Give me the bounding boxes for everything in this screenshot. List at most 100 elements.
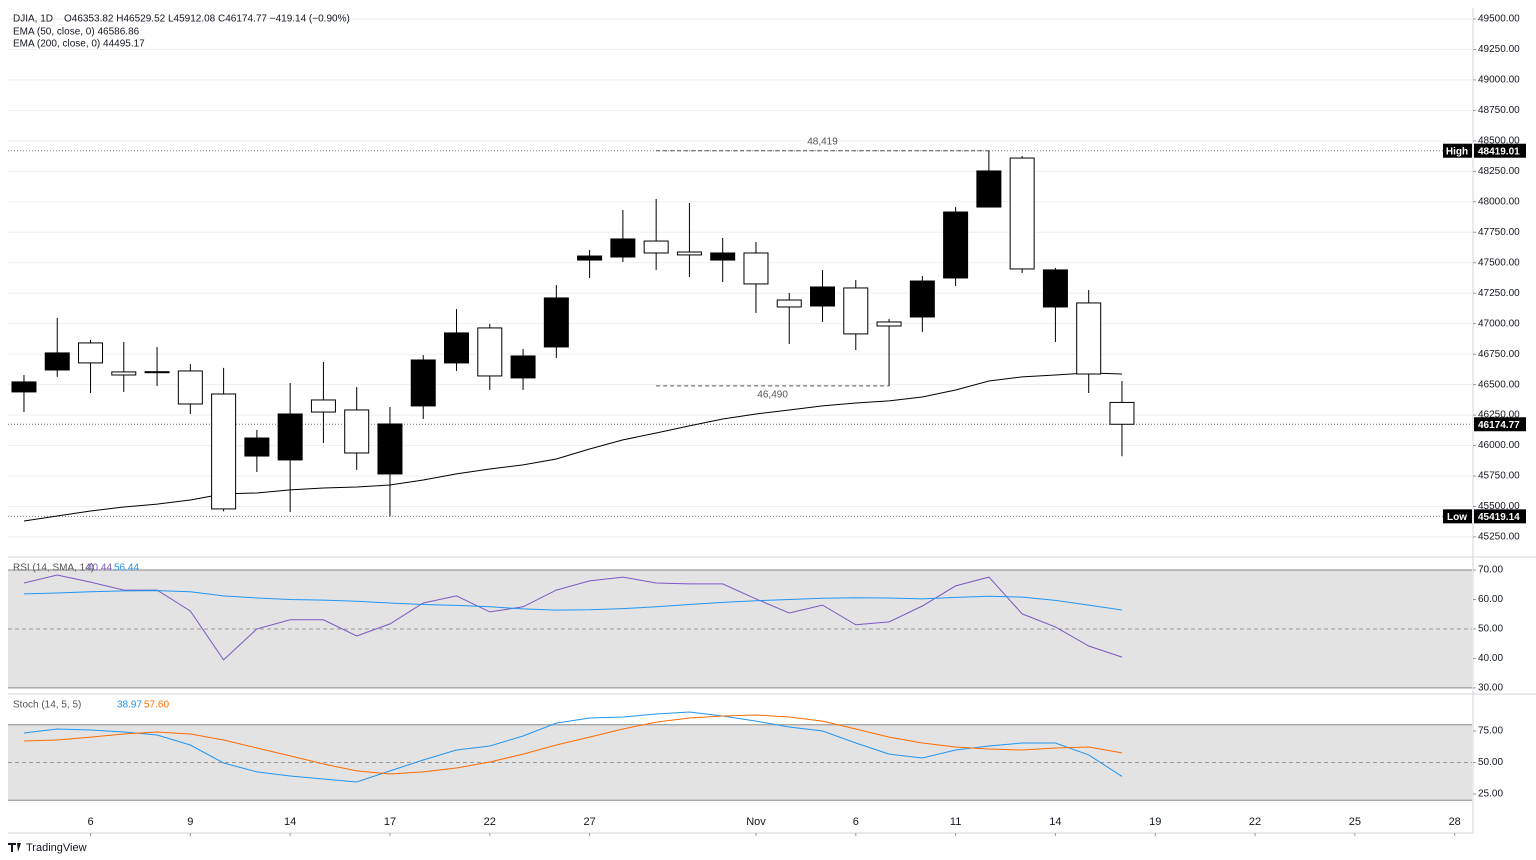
y-tick-label: 49250.00: [1478, 44, 1520, 55]
x-tick-label: 11: [950, 816, 961, 828]
ohlc-text: O46353.82 H46529.52 L45912.08 C46174.77 …: [64, 14, 350, 25]
candle-body: [743, 252, 769, 285]
candle-body: [377, 423, 403, 475]
candle-body: [344, 409, 370, 454]
annotation-label: 48,419: [807, 136, 838, 147]
x-tick-label: Nov: [746, 816, 766, 828]
candle-body: [111, 371, 137, 376]
candle-body: [1009, 157, 1035, 270]
candle-body: [44, 352, 70, 371]
indicator-title: RSI (14, SMA, 14): [13, 563, 94, 574]
indicator-title: Stoch (14, 5, 5): [13, 700, 81, 711]
y-tick-label: 49500.00: [1478, 14, 1520, 25]
x-tick-label: 14: [1049, 816, 1061, 828]
indicator-value: 56.44: [114, 563, 139, 574]
candle-body: [410, 359, 436, 407]
price-badge: [1474, 417, 1526, 432]
indicator-value: 57.60: [144, 700, 169, 711]
x-tick-label: 25: [1349, 816, 1361, 828]
candle-body: [510, 355, 536, 379]
candle-body: [676, 251, 702, 256]
candle-body: [11, 381, 37, 393]
x-tick-label: 17: [384, 816, 396, 828]
badge-tag: [1443, 143, 1472, 158]
candle-body: [810, 286, 836, 307]
y-tick-label: 46000.00: [1478, 440, 1520, 451]
brand-logo: [8, 843, 21, 852]
series-line: [23, 590, 1123, 611]
price-badge-label: 46174.77: [1478, 420, 1520, 431]
series-line: [23, 711, 1123, 783]
y-tick-label: 25.00: [1478, 789, 1503, 800]
price-badge: [1474, 509, 1526, 524]
y-tick-label: 46250.00: [1478, 410, 1520, 421]
y-tick-label: 40.00: [1478, 653, 1503, 664]
symbol-title: DJIA, 1D: [13, 14, 53, 25]
candle-body: [710, 252, 736, 261]
indicator-value: 38.97: [117, 700, 142, 711]
x-tick-label: 19: [1149, 816, 1161, 828]
x-tick-label: 22: [1249, 816, 1261, 828]
y-tick-label: 60.00: [1478, 594, 1503, 605]
x-tick-label: 9: [187, 816, 193, 828]
candle-body: [610, 238, 636, 258]
candle-body: [876, 321, 902, 327]
x-tick-label: 28: [1449, 816, 1461, 828]
candle-body: [277, 413, 303, 461]
y-tick-label: 47750.00: [1478, 227, 1520, 238]
x-tick-label: 6: [853, 816, 859, 828]
indicator-value: 40.44: [87, 563, 112, 574]
price-badge-label: 45419.14: [1478, 512, 1520, 523]
badge-tag-label: High: [1446, 146, 1468, 157]
indicator-legend: EMA (50, close, 0) 46586.86: [13, 27, 140, 38]
price-badge-label: 48419.01: [1478, 146, 1520, 157]
candle-body: [1076, 302, 1102, 375]
y-tick-label: 50.00: [1478, 757, 1503, 768]
y-tick-label: 48500.00: [1478, 135, 1520, 146]
brand: TradingView: [26, 842, 87, 854]
y-tick-label: 45750.00: [1478, 471, 1520, 482]
y-tick-label: 48250.00: [1478, 166, 1520, 177]
y-tick-label: 46750.00: [1478, 349, 1520, 360]
candle-body: [643, 240, 669, 254]
candle-body: [577, 255, 603, 261]
candle-body: [776, 299, 802, 308]
candle-body: [909, 280, 935, 318]
badge-tag-label: Low: [1447, 512, 1467, 523]
candle-body: [78, 342, 104, 364]
indicator-legend: EMA (200, close, 0) 44495.17: [13, 39, 145, 50]
y-tick-label: 75.00: [1478, 726, 1503, 737]
y-tick-label: 46500.00: [1478, 379, 1520, 390]
y-tick-label: 49000.00: [1478, 75, 1520, 86]
candle-body: [943, 211, 969, 279]
candle-body: [976, 170, 1002, 208]
y-tick-label: 70.00: [1478, 565, 1503, 576]
badge-tag: [1443, 509, 1472, 524]
annotation-label: 46,490: [757, 389, 788, 400]
x-tick-label: 22: [484, 816, 496, 828]
y-tick-label: 30.00: [1478, 683, 1503, 694]
x-tick-label: 6: [87, 816, 93, 828]
series-line: [23, 574, 1123, 661]
candle-body: [310, 399, 336, 413]
candle-body: [177, 370, 203, 405]
candle-body: [843, 287, 869, 335]
y-tick-label: 48000.00: [1478, 196, 1520, 207]
candle-body: [1042, 269, 1068, 308]
series-line: [23, 714, 1123, 775]
y-tick-label: 47250.00: [1478, 288, 1520, 299]
candle-body: [144, 371, 170, 374]
y-tick-label: 45500.00: [1478, 501, 1520, 512]
y-tick-label: 48750.00: [1478, 105, 1520, 116]
x-tick-label: 14: [284, 816, 296, 828]
candle-body: [477, 327, 503, 377]
y-tick-label: 50.00: [1478, 624, 1503, 635]
y-tick-label: 47500.00: [1478, 257, 1520, 268]
candle-body: [1109, 401, 1135, 425]
price-badge: [1474, 143, 1526, 158]
series-line: [23, 372, 1123, 522]
candle-body: [444, 332, 470, 364]
candle-body: [211, 393, 237, 510]
y-tick-label: 45250.00: [1478, 532, 1520, 543]
